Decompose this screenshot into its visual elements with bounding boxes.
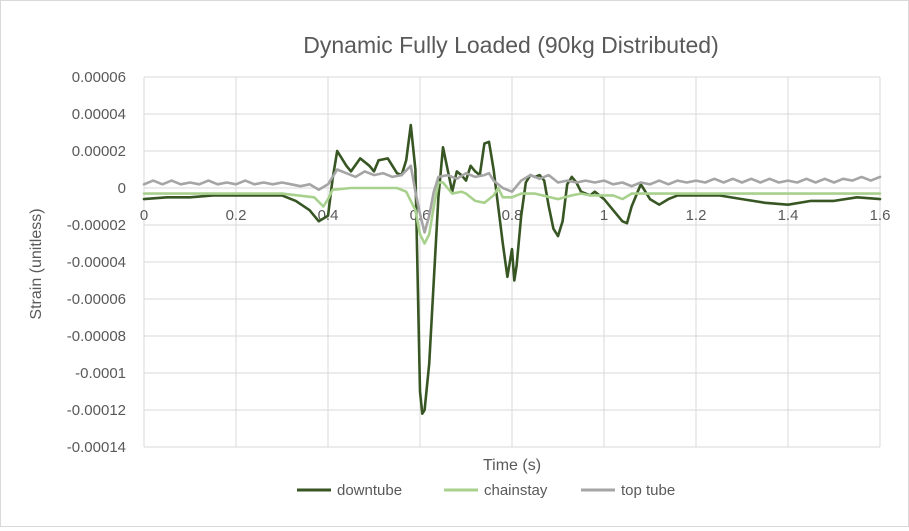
y-tick-label: -0.00012 — [67, 402, 126, 419]
series-line-top-tube — [142, 164, 882, 234]
series-line-chainstay — [142, 181, 882, 245]
x-tick-label: 1 — [600, 207, 608, 224]
y-tick-label: -0.00006 — [67, 291, 126, 308]
series-line-downtube — [142, 123, 882, 415]
y-tick-label: -0.00004 — [67, 254, 126, 271]
y-tick-label: -0.00014 — [67, 439, 126, 456]
legend-label: chainstay — [484, 482, 548, 499]
y-axis-title: Strain (unitless) — [28, 208, 45, 319]
x-axis-title: Time (s) — [483, 457, 541, 474]
legend-label: downtube — [337, 482, 402, 499]
y-tick-label: -0.00008 — [67, 328, 126, 345]
chart-title: Dynamic Fully Loaded (90kg Distributed) — [303, 32, 718, 58]
y-tick-labels: 0.00006 0.00004 0.00002 0 -0.00002 -0.00004 -0… — [67, 69, 126, 456]
y-tick-label: 0 — [118, 180, 126, 197]
x-gridlines — [143, 77, 881, 447]
y-tick-label: 0.00004 — [72, 106, 126, 123]
x-tick-labels: 0 0.2 0.4 0.6 0.8 1 1.2 1.4 1.6 — [140, 207, 891, 224]
x-tick-label: 1.6 — [870, 207, 891, 224]
x-tick-label: 0.2 — [226, 207, 247, 224]
y-tick-label: 0.00002 — [72, 143, 126, 160]
x-tick-label: 1.2 — [686, 207, 707, 224]
y-tick-label: -0.00002 — [67, 217, 126, 234]
x-tick-label: 0 — [140, 207, 148, 224]
series-lines — [142, 123, 882, 415]
x-tick-label: 0.8 — [502, 207, 523, 224]
y-tick-label: -0.0001 — [75, 365, 126, 382]
legend: downtube chainstay top tube — [297, 482, 675, 499]
y-tick-label: 0.00006 — [72, 69, 126, 86]
x-tick-label: 1.4 — [778, 207, 799, 224]
legend-label: top tube — [621, 482, 675, 499]
